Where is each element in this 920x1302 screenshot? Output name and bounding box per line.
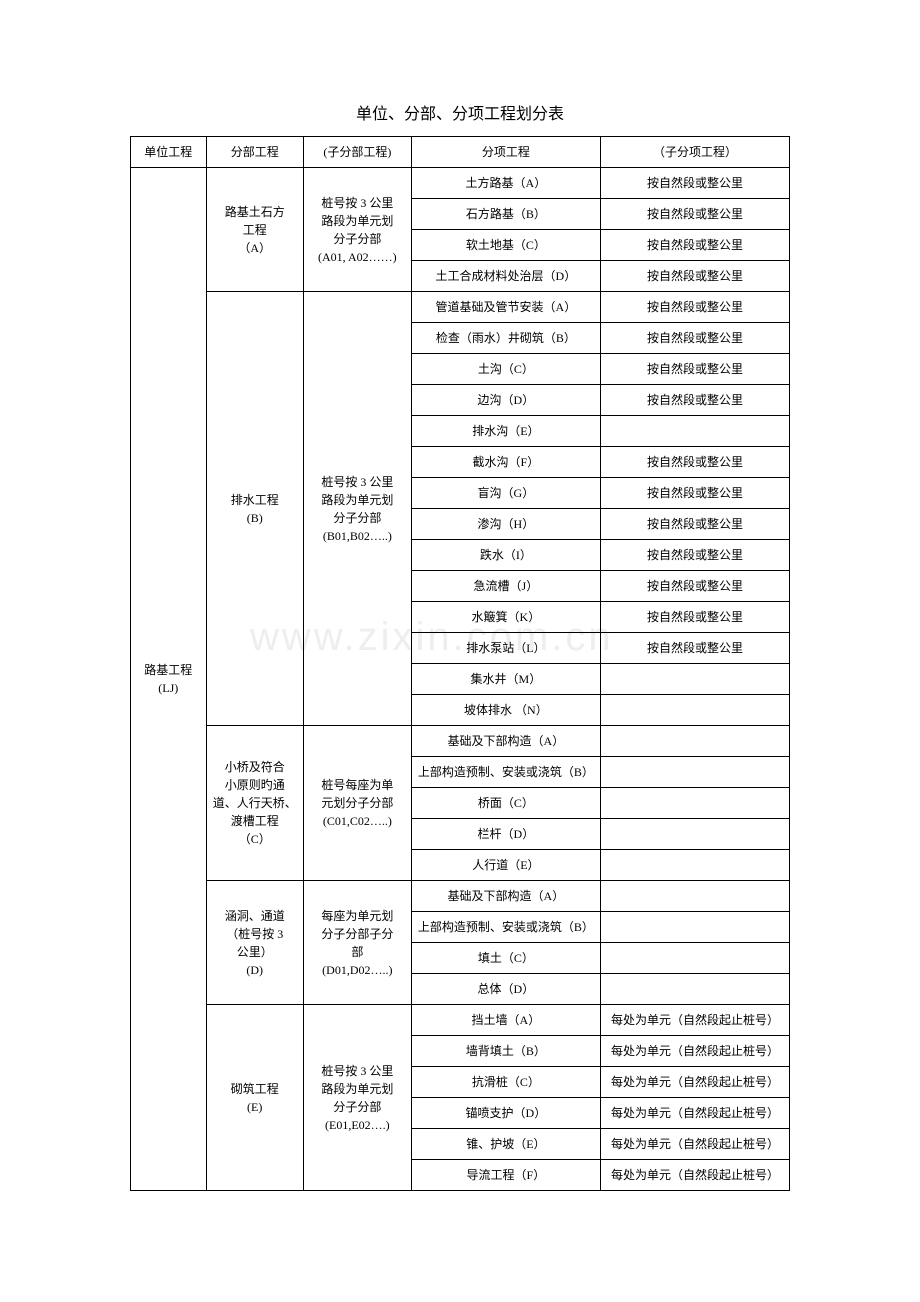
item-cell: 填土（C） [411, 943, 600, 974]
subitem-cell: 每处为单元（自然段起止桩号） [600, 1098, 789, 1129]
subitem-cell: 每处为单元（自然段起止桩号） [600, 1005, 789, 1036]
subitem-cell [600, 416, 789, 447]
subitem-cell [600, 974, 789, 1005]
subitem-cell: 按自然段或整公里 [600, 199, 789, 230]
item-cell: 基础及下部构造（A） [411, 726, 600, 757]
table-row: 涵洞、通道 （桩号按 3 公里） (D)每座为单元划 分子分部子分 部 (D01… [131, 881, 790, 912]
subitem-cell [600, 819, 789, 850]
section-name-cell: 路基土石方 工程 （A） [206, 168, 303, 292]
item-cell: 截水沟（F） [411, 447, 600, 478]
item-cell: 管道基础及管节安装（A） [411, 292, 600, 323]
subitem-cell [600, 726, 789, 757]
subitem-cell: 按自然段或整公里 [600, 292, 789, 323]
subitem-cell: 按自然段或整公里 [600, 385, 789, 416]
item-cell: 土沟（C） [411, 354, 600, 385]
subitem-cell: 按自然段或整公里 [600, 261, 789, 292]
item-cell: 排水泵站（L） [411, 633, 600, 664]
item-cell: 盲沟（G） [411, 478, 600, 509]
table-header-row: 单位工程分部工程(子分部工程)分项工程（子分项工程） [131, 137, 790, 168]
item-cell: 土方路基（A） [411, 168, 600, 199]
subsection-cell: 桩号按 3 公里 路段为单元划 分子分部 (B01,B02…..) [303, 292, 411, 726]
subitem-cell: 按自然段或整公里 [600, 602, 789, 633]
header-subsection: (子分部工程) [303, 137, 411, 168]
table-row: 小桥及符合 小原则旳通 道、人行天桥、 渡槽工程 （C）桩号每座为单 元划分子分… [131, 726, 790, 757]
subitem-cell: 按自然段或整公里 [600, 540, 789, 571]
table-row: 路基工程 (LJ)路基土石方 工程 （A）桩号按 3 公里 路段为单元划 分子分… [131, 168, 790, 199]
subitem-cell: 每处为单元（自然段起止桩号） [600, 1160, 789, 1191]
subitem-cell: 按自然段或整公里 [600, 447, 789, 478]
subsection-cell: 每座为单元划 分子分部子分 部 (D01,D02…..) [303, 881, 411, 1005]
subitem-cell [600, 788, 789, 819]
item-cell: 土工合成材料处治层（D） [411, 261, 600, 292]
section-name-cell: 小桥及符合 小原则旳通 道、人行天桥、 渡槽工程 （C） [206, 726, 303, 881]
section-name-cell: 涵洞、通道 （桩号按 3 公里） (D) [206, 881, 303, 1005]
item-cell: 基础及下部构造（A） [411, 881, 600, 912]
subitem-cell: 按自然段或整公里 [600, 478, 789, 509]
item-cell: 跌水（I） [411, 540, 600, 571]
item-cell: 上部构造预制、安装或浇筑（B） [411, 912, 600, 943]
item-cell: 人行道（E） [411, 850, 600, 881]
subsection-cell: 桩号按 3 公里 路段为单元划 分子分部 (A01, A02……) [303, 168, 411, 292]
subitem-cell: 每处为单元（自然段起止桩号） [600, 1067, 789, 1098]
item-cell: 导流工程（F） [411, 1160, 600, 1191]
subitem-cell: 按自然段或整公里 [600, 323, 789, 354]
item-cell: 水簸箕（K） [411, 602, 600, 633]
table-row: 砌筑工程 (E)桩号按 3 公里 路段为单元划 分子分部 (E01,E02….)… [131, 1005, 790, 1036]
item-cell: 锚喷支护（D） [411, 1098, 600, 1129]
item-cell: 边沟（D） [411, 385, 600, 416]
item-cell: 坡体排水 （N） [411, 695, 600, 726]
subitem-cell: 按自然段或整公里 [600, 633, 789, 664]
subitem-cell: 按自然段或整公里 [600, 509, 789, 540]
subitem-cell: 每处为单元（自然段起止桩号） [600, 1129, 789, 1160]
item-cell: 石方路基（B） [411, 199, 600, 230]
item-cell: 软土地基（C） [411, 230, 600, 261]
item-cell: 急流槽（J） [411, 571, 600, 602]
item-cell: 锥、护坡（E） [411, 1129, 600, 1160]
subitem-cell [600, 757, 789, 788]
division-table: 单位工程分部工程(子分部工程)分项工程（子分项工程）路基工程 (LJ)路基土石方… [130, 136, 790, 1191]
item-cell: 集水井（M） [411, 664, 600, 695]
section-name-cell: 砌筑工程 (E) [206, 1005, 303, 1191]
item-cell: 检查（雨水）井砌筑（B） [411, 323, 600, 354]
subitem-cell: 每处为单元（自然段起止桩号） [600, 1036, 789, 1067]
subitem-cell [600, 664, 789, 695]
item-cell: 排水沟（E） [411, 416, 600, 447]
subitem-cell [600, 695, 789, 726]
item-cell: 桥面（C） [411, 788, 600, 819]
subsection-cell: 桩号每座为单 元划分子分部 (C01,C02…..) [303, 726, 411, 881]
subsection-cell: 桩号按 3 公里 路段为单元划 分子分部 (E01,E02….) [303, 1005, 411, 1191]
item-cell: 抗滑桩（C） [411, 1067, 600, 1098]
unit-cell: 路基工程 (LJ) [131, 168, 207, 1191]
item-cell: 总体（D） [411, 974, 600, 1005]
subitem-cell: 按自然段或整公里 [600, 168, 789, 199]
item-cell: 栏杆（D） [411, 819, 600, 850]
header-unit: 单位工程 [131, 137, 207, 168]
item-cell: 渗沟（H） [411, 509, 600, 540]
subitem-cell [600, 943, 789, 974]
subitem-cell: 按自然段或整公里 [600, 354, 789, 385]
section-name-cell: 排水工程 (B) [206, 292, 303, 726]
subitem-cell: 按自然段或整公里 [600, 230, 789, 261]
subitem-cell: 按自然段或整公里 [600, 571, 789, 602]
item-cell: 墙背填土（B） [411, 1036, 600, 1067]
page-title: 单位、分部、分项工程划分表 [130, 100, 790, 124]
subitem-cell [600, 881, 789, 912]
subitem-cell [600, 850, 789, 881]
item-cell: 上部构造预制、安装或浇筑（B） [411, 757, 600, 788]
item-cell: 挡土墙（A） [411, 1005, 600, 1036]
table-row: 排水工程 (B)桩号按 3 公里 路段为单元划 分子分部 (B01,B02…..… [131, 292, 790, 323]
header-section: 分部工程 [206, 137, 303, 168]
header-subitem: （子分项工程） [600, 137, 789, 168]
page: www.zixin.com.cn 单位、分部、分项工程划分表 单位工程分部工程(… [0, 0, 920, 1251]
header-item: 分项工程 [411, 137, 600, 168]
subitem-cell [600, 912, 789, 943]
